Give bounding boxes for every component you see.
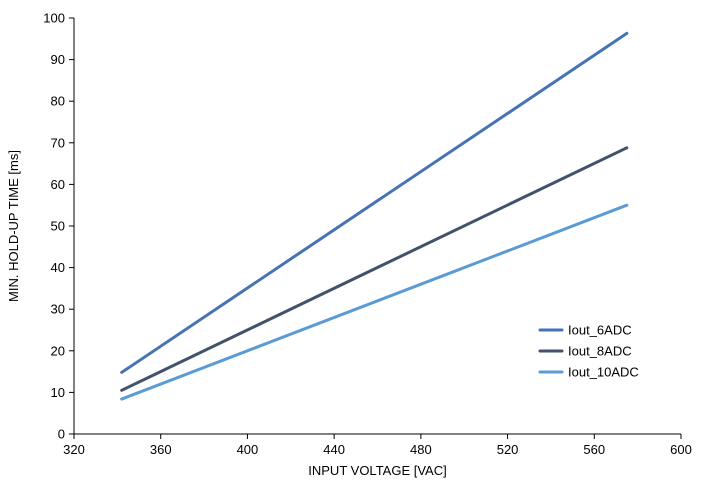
y-tick-label: 20 (51, 343, 65, 358)
y-tick-label: 60 (51, 177, 65, 192)
x-axis-title: INPUT VOLTAGE [VAC] (308, 463, 446, 478)
x-tick-label: 400 (237, 442, 259, 457)
y-tick-label: 80 (51, 94, 65, 109)
y-axis-title: MIN. HOLD-UP TIME [ms] (6, 150, 21, 302)
x-tick-label: 520 (497, 442, 519, 457)
y-tick-label: 100 (43, 11, 65, 26)
x-tick-label: 440 (323, 442, 345, 457)
y-tick-label: 0 (58, 427, 65, 442)
y-tick-label: 30 (51, 302, 65, 317)
legend-label: Iout_10ADC (568, 365, 639, 380)
y-tick-label: 50 (51, 219, 65, 234)
series-lines (120, 31, 629, 401)
legend-label: Iout_6ADC (568, 323, 632, 338)
x-tick-label: 320 (63, 442, 85, 457)
series-line-iout-6adc (120, 31, 629, 374)
y-tick-label: 90 (51, 52, 65, 67)
legend-label: Iout_8ADC (568, 344, 632, 359)
x-tick-label: 600 (670, 442, 692, 457)
y-tick-label: 10 (51, 385, 65, 400)
series-line-iout-8adc (120, 146, 629, 392)
series-line-iout-10adc (120, 203, 629, 401)
y-tick-label: 70 (51, 135, 65, 150)
x-axis-ticks: 320 360 400 440 480 520 560 600 (63, 434, 692, 457)
x-tick-label: 360 (150, 442, 172, 457)
legend: Iout_6ADC Iout_8ADC Iout_10ADC (538, 323, 639, 380)
y-tick-label: 40 (51, 260, 65, 275)
x-tick-label: 480 (410, 442, 432, 457)
x-tick-label: 560 (583, 442, 605, 457)
y-axis-ticks: 0 10 20 30 40 50 60 70 80 90 100 (43, 11, 74, 442)
